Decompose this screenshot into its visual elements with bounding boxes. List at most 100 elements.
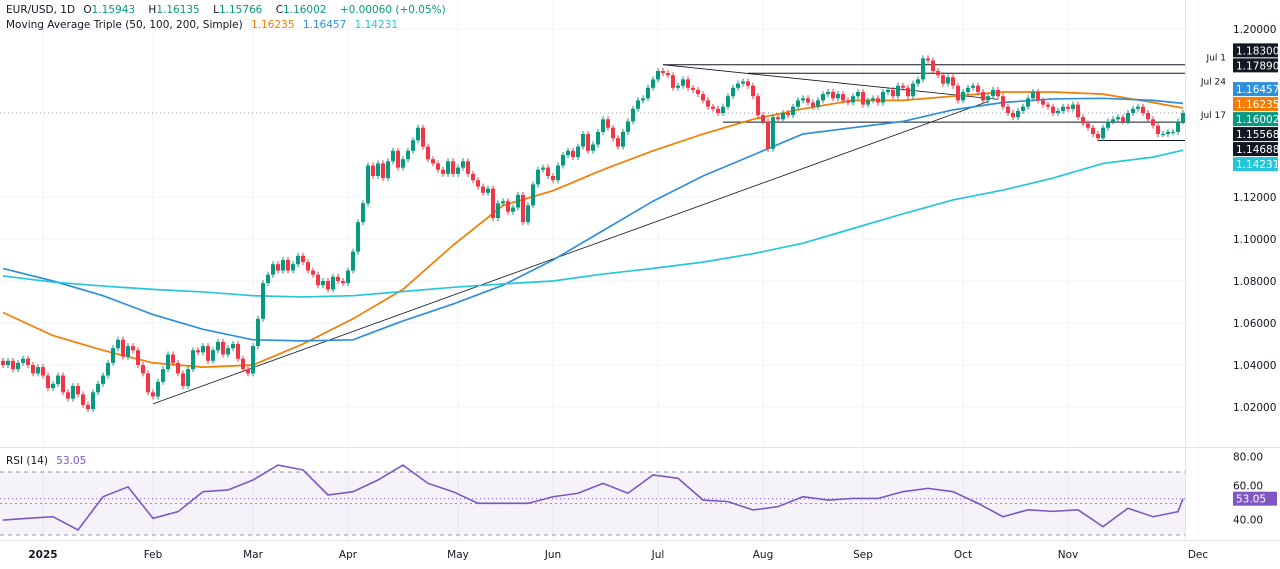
candle-up [376, 163, 380, 176]
candle-down [1011, 113, 1015, 118]
candle-down [956, 85, 960, 101]
candle-up [566, 150, 570, 155]
trendline [662, 64, 999, 100]
candle-up [101, 375, 105, 384]
candle-down [1001, 96, 1005, 107]
price-badge [1233, 157, 1278, 172]
candle-down [586, 134, 590, 151]
candle-up [681, 79, 685, 86]
candle-down [861, 92, 865, 105]
candle-down [121, 339, 125, 357]
candle-down [61, 375, 65, 393]
candle-down [86, 404, 90, 410]
candle-down [476, 180, 480, 187]
candle-up [361, 203, 365, 223]
time-tick-label: Jul [651, 549, 665, 561]
candle-down [1, 360, 5, 365]
ma-title[interactable]: Moving Average Triple (50, 100, 200, Sim… [6, 19, 243, 31]
candle-down [236, 344, 240, 359]
candle-down [436, 163, 440, 170]
rsi-pane [0, 464, 1185, 536]
candle-up [16, 362, 20, 370]
candle-up [851, 96, 855, 103]
candle-up [256, 318, 260, 347]
rsi-tick-label: 80.00 [1233, 451, 1263, 463]
candle-down [421, 127, 425, 147]
candle-up [71, 386, 75, 399]
axes: 1.20000 1.12000 1.10000 1.08000 1.06000 1.040… [28, 24, 1279, 561]
ma50-value: 1.16235 [251, 19, 295, 31]
candle-up [1056, 110, 1060, 113]
candle-down [1151, 119, 1155, 126]
candle-up [1181, 113, 1185, 122]
time-tick-label: Dec [1188, 549, 1209, 561]
candle-up [881, 92, 885, 103]
rsi-title[interactable]: RSI (14) [6, 455, 48, 467]
close-label: C [275, 4, 284, 16]
candle-up [406, 150, 410, 160]
candle-up [886, 89, 890, 92]
candle-up [781, 113, 785, 120]
candle-down [876, 98, 880, 103]
candle-up [561, 155, 565, 166]
candle-up [266, 274, 270, 284]
candle-down [26, 358, 30, 365]
candle-down [311, 270, 315, 275]
candle-down [316, 274, 320, 286]
candle-up [836, 94, 840, 99]
candle-up [331, 276, 335, 290]
candle-down [981, 92, 985, 101]
candle-up [111, 348, 115, 363]
candle-up [511, 207, 515, 212]
price-badge [1233, 97, 1278, 112]
candle-up [1026, 98, 1030, 107]
price-badge [1233, 142, 1278, 157]
candle-down [611, 127, 615, 139]
candle-down [341, 281, 345, 284]
candle-down [716, 108, 720, 113]
candle-up [1021, 106, 1025, 111]
candle-down [171, 354, 175, 363]
candle-down [776, 117, 780, 120]
level-label: Jul 24 [1200, 77, 1226, 87]
candle-up [366, 165, 370, 204]
candle-up [726, 96, 730, 107]
candle-up [896, 85, 900, 97]
candle-down [246, 369, 250, 374]
candle-up [231, 344, 235, 349]
candle-down [811, 102, 815, 107]
candle-up [446, 161, 450, 174]
trendline [152, 101, 989, 405]
candle-up [56, 375, 60, 384]
candle-down [996, 89, 1000, 97]
price-badge-text: 1.17890 [1236, 60, 1279, 72]
candle-down [666, 73, 670, 76]
candle-up [191, 350, 195, 370]
candle-up [1061, 106, 1065, 111]
candle-up [1101, 127, 1105, 139]
candle-down [1121, 117, 1125, 122]
candle-up [966, 87, 970, 92]
candle-down [1086, 123, 1090, 128]
time-tick-label: Aug [753, 549, 774, 561]
candle-up [581, 134, 585, 147]
candle-down [306, 262, 310, 271]
candle-up [296, 255, 300, 265]
ma200-value: 1.14231 [354, 19, 399, 31]
candle-up [1176, 121, 1180, 132]
price-tick-label: 1.08000 [1233, 276, 1276, 288]
candle-down [1141, 106, 1145, 113]
candle-down [1146, 113, 1150, 120]
candle-down [951, 77, 955, 86]
candle-up [596, 131, 600, 145]
time-tick-label: Feb [144, 549, 163, 561]
candle-down [1076, 104, 1080, 118]
candle-down [751, 85, 755, 97]
symbol-title[interactable]: EUR/USD, 1D [6, 4, 76, 16]
time-tick-label: Sep [853, 549, 873, 561]
price-badge [1233, 58, 1278, 73]
time-tick-label: Nov [1058, 549, 1079, 561]
candle-down [571, 150, 575, 158]
